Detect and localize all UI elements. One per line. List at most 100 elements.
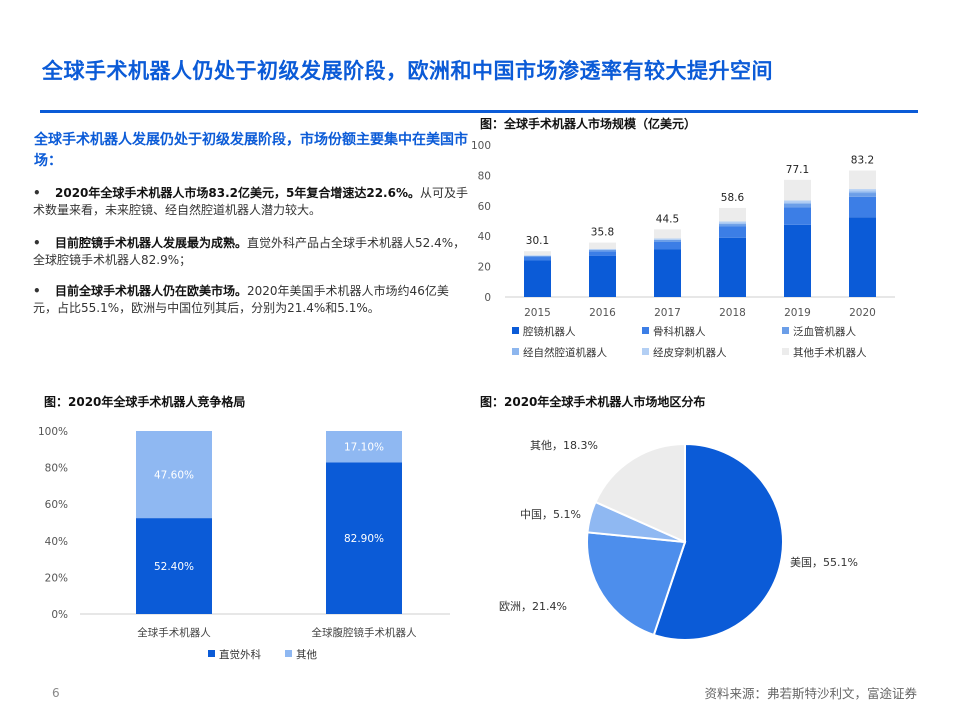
bar-segment [719,226,746,238]
pie-slice [652,442,784,641]
legend-label: 直觉外科 [219,648,261,661]
pie-slice-label: 欧洲，21.4% [499,600,567,613]
bullet-text: 从可及手术数量来看，未来腔镜、经自然腔道机器人潜力较大。 [33,186,469,217]
bar-segment [589,251,616,256]
pie-slice-label: 中国，5.1% [520,508,581,521]
legend-swatch [782,327,789,334]
bar-segment [589,248,616,250]
y-tick-label: 20% [45,572,68,584]
y-tick-label: 40% [45,536,68,548]
bar-segment [589,255,616,297]
y-tick-label: 80% [45,463,68,475]
y-tick-label: 100% [38,426,68,438]
bar-segment [849,217,876,297]
legend-label: 经自然腔道机器人 [523,346,607,359]
y-tick-label: 80 [478,170,491,182]
summary-bullet-3: • 目前全球手术机器人仍在欧美市场。2020年美国手术机器人市场约46亿美元，占… [33,283,469,317]
bar-segment [719,207,746,222]
total-data-label: 44.5 [656,213,679,225]
summary-bullet-1: • 2020年全球手术机器人市场83.2亿美元，5年复合增速达22.6%。从可及… [33,185,469,219]
bar-segment [524,251,551,256]
legend-swatch [208,650,215,657]
bar-segment [784,203,811,208]
region-chart-title: 图：2020年全球手术机器人市场地区分布 [480,395,706,409]
bullet-bold-text: 目前全球手术机器人仍在欧美市场。 [55,284,248,298]
bullet-marker: • [33,186,41,200]
legend-swatch [642,348,649,355]
bullet-marker: • [33,284,41,298]
bar-segment [849,170,876,190]
bullet-marker: • [33,236,41,250]
bar-segment [784,179,811,201]
summary-heading: 全球手术机器人发展仍处于初级发展阶段，市场份额主要集中在美国市场： [34,132,468,169]
bar-segment [784,202,811,204]
bar-segment [326,462,402,614]
bullet-bold-text: 2020年全球手术机器人市场83.2亿美元，5年复合增速达22.6%。 [55,186,420,200]
x-tick-label: 全球手术机器人 [137,626,211,639]
bar-segment [784,207,811,225]
segment-data-label: 52.40% [154,561,194,573]
market-size-chart: 0 20 40 60 80 100 2015 30.1 2016 35.8 2017 44.5 2018… [471,140,895,359]
segment-data-label: 47.60% [154,470,194,482]
bar-segment [524,255,551,258]
competition-chart: 0% 20% 40% 60% 80% 100% 52.40% 47.60% 全球手术机器人 82.… [38,426,450,661]
bar-segment [719,223,746,225]
y-tick-label: 0% [51,609,68,621]
pie-slice-label: 美国，55.1% [790,556,858,569]
x-tick-label: 2018 [719,307,746,319]
bar-segment [654,229,681,239]
legend-label: 经皮穿刺机器人 [653,346,727,359]
pie-slice [594,442,686,544]
bullet-bold-text: 目前腔镜手术机器人发展最为成熟。 [55,236,248,250]
x-tick-label: 全球腹腔镜手术机器人 [312,626,417,639]
y-tick-label: 60 [478,201,491,213]
legend-swatch [512,327,519,334]
segment-data-label: 17.10% [344,442,384,454]
bar-segment [589,249,616,252]
bar-segment [136,431,212,519]
competition-chart-title: 图：2020年全球手术机器人竞争格局 [44,395,246,409]
bar-segment [654,240,681,242]
x-tick-label: 2019 [784,307,811,319]
segment-data-label: 82.90% [344,533,384,545]
bar-segment [524,260,551,297]
summary-bullet-2: • 目前腔镜手术机器人发展最为成熟。直觉外科产品占全球手术机器人52.4%，全球… [33,235,469,269]
y-tick-label: 100 [471,140,491,152]
bar-segment [654,238,681,240]
title-divider [40,110,918,113]
pie-slice-label: 其他，18.3% [530,439,598,452]
source-note: 资料来源：弗若斯特沙利文，富途证券 [704,686,917,701]
legend-swatch [512,348,519,355]
page-title: 全球手术机器人仍处于初级发展阶段，欧洲和中国市场渗透率有较大提升空间 [42,59,773,83]
bar-segment [136,518,212,614]
total-data-label: 83.2 [851,155,874,167]
legend-swatch [782,348,789,355]
x-tick-label: 2016 [589,307,616,319]
pie-slice [586,531,687,637]
y-tick-label: 0 [484,292,491,304]
bar-segment [849,196,876,218]
page-number: 6 [52,686,60,700]
market-size-chart-title: 图：全球手术机器人市场规模（亿美元） [480,117,697,131]
bar-segment [784,200,811,203]
region-pie-chart: 美国，55.1% 欧洲，21.4% 中国，5.1% 其他，18.3% [499,439,858,641]
x-tick-label: 2017 [654,307,681,319]
legend-label: 其他手术机器人 [793,346,867,359]
total-data-label: 77.1 [786,164,809,176]
total-data-label: 30.1 [526,235,549,247]
bar-segment [719,237,746,297]
bar-segment [326,431,402,463]
legend-label: 泛血管机器人 [793,325,856,338]
bar-segment [589,242,616,249]
bar-segment [654,241,681,250]
y-tick-label: 60% [45,499,68,511]
legend-label: 骨科机器人 [653,325,706,338]
bar-segment [654,249,681,297]
y-tick-label: 20 [478,262,491,274]
legend-label: 其他 [296,648,317,661]
bar-segment [524,257,551,261]
bar-segment [719,221,746,224]
legend-swatch [285,650,292,657]
bar-segment [784,224,811,297]
bar-segment [849,189,876,192]
